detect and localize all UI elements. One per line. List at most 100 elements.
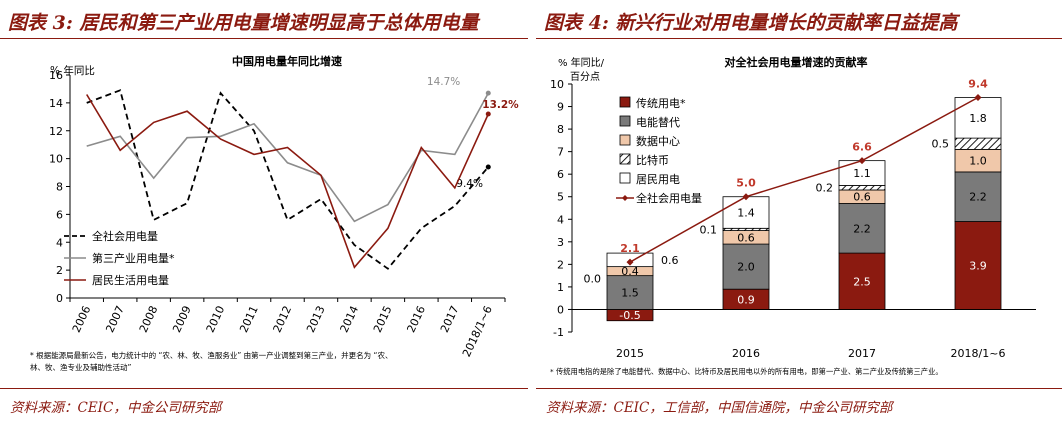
y-tick-label: 0 <box>56 292 63 305</box>
x-tick-label: 2018/1~6 <box>951 347 1006 360</box>
y-tick-label: 6 <box>56 208 63 221</box>
bar-value-label: 2.2 <box>853 222 871 235</box>
legend-swatch-3 <box>619 134 631 146</box>
figure-3-source: 资料来源：CEIC，中金公司研究部 <box>10 400 222 416</box>
bar-value-label: 0.4 <box>621 265 639 278</box>
legend-label-line: 全社会用电量 <box>636 191 702 205</box>
x-tick-label: 2007 <box>103 304 127 335</box>
bar-segment-4 <box>838 185 886 191</box>
series-end-point-2 <box>485 90 491 96</box>
legend-swatch-4 <box>619 153 631 165</box>
figure-3-title: 图表 3: 居民和第三产业用电量增速明显高于总体用电量 <box>8 12 479 34</box>
bar-value-label: 2.2 <box>969 191 987 204</box>
bar-segment-5 <box>722 196 770 229</box>
legend-label-1: 传统用电* <box>636 97 686 110</box>
bar-value-label: 1.5 <box>621 287 639 300</box>
figure-4-title: 图表 4: 新兴行业对用电量增长的贡献率日益提高 <box>544 12 958 34</box>
total-line-marker <box>626 258 634 266</box>
y-tick-label: 8 <box>56 181 63 194</box>
y-tick-label: 2 <box>557 258 564 271</box>
bar-value-label: 3.9 <box>969 259 987 272</box>
legend-label-4: 比特币 <box>636 153 669 167</box>
x-tick-label: 2016 <box>404 304 428 335</box>
x-tick-label: 2015 <box>616 347 644 360</box>
y-tick-label: 9 <box>557 101 564 114</box>
y-tick-label: 10 <box>550 78 564 91</box>
legend-label-2: 第三产业用电量* <box>92 251 175 265</box>
total-value-label: 2.1 <box>620 242 640 255</box>
bar-segment-2 <box>954 171 1002 222</box>
x-tick-label: 2015 <box>371 304 395 335</box>
y-tick-label: 2 <box>56 264 63 277</box>
bar-segment-2 <box>722 243 770 290</box>
total-line <box>629 96 979 263</box>
legend-swatch-2 <box>619 115 631 127</box>
x-tick-label: 2008 <box>137 304 161 335</box>
bar-value-label: 0.6 <box>737 231 755 244</box>
series-line-3 <box>86 94 490 269</box>
y-tick-label: 1 <box>557 281 564 294</box>
series-end-point-3 <box>485 111 491 117</box>
bar-value-label: -0.5 <box>619 309 640 322</box>
x-tick-label: 2014 <box>338 304 362 335</box>
y-axis-label: % 年同比 <box>50 64 95 77</box>
figure-4-top-rule <box>536 38 1062 39</box>
bar-value-label: 1.0 <box>969 155 987 168</box>
y-tick-label: 6 <box>557 168 564 181</box>
chart-title: 对全社会用电量增速的贡献率 <box>725 55 868 69</box>
bar-value-label: 0.0 <box>584 272 602 285</box>
total-line-marker <box>742 193 750 201</box>
footnote: * 传统用电指的是除了电能替代、数据中心、比特币及居民用电以外的所有用电，即第一… <box>550 367 943 376</box>
y-tick-label: 4 <box>56 236 63 249</box>
y-tick-label: 3 <box>557 236 564 249</box>
y-tick-label: 16 <box>49 69 63 82</box>
series-line-2 <box>86 92 490 223</box>
y-axis-label-line-2: 百分点 <box>570 71 600 83</box>
legend-swatch-5 <box>619 172 631 184</box>
total-line-marker <box>858 157 866 165</box>
figure-4-panel: 图表 4: 新兴行业对用电量增长的贡献率日益提高 对全社会用电量增速的贡献率 % … <box>536 0 1062 427</box>
footnote-line-1: * 根据能源局最新公告，电力统计中的 “农、林、牧、渔服务业” 由第一产业调整到… <box>30 350 392 360</box>
figure-3-bottom-rule <box>0 388 528 389</box>
x-tick-label: 2010 <box>204 304 228 335</box>
legend-label-3: 居民生活用电量 <box>92 273 169 287</box>
y-tick-label: 7 <box>557 146 564 159</box>
y-axis-label-line-1: % 年同比/ <box>558 56 605 69</box>
figure-3-top-rule <box>0 38 528 39</box>
x-tick-label: 2016 <box>732 347 760 360</box>
bar-value-label: 0.5 <box>932 138 950 151</box>
y-tick-label: 14 <box>49 97 63 110</box>
bar-segment-1 <box>954 221 1002 310</box>
y-tick-label: -1 <box>553 326 564 339</box>
bar-segment-2 <box>838 203 886 254</box>
bar-value-label: 0.6 <box>661 254 679 267</box>
bar-segment-1 <box>838 252 886 310</box>
stacked-bar-chart: 对全社会用电量增速的贡献率 % 年同比/百分点 -1 0 1 2 3 4 5 6 7 8 9 10 2015… <box>550 55 1036 376</box>
legend-label-3: 数据中心 <box>636 134 680 148</box>
y-tick-label: 8 <box>557 123 564 136</box>
bar-value-label: 1.8 <box>969 112 987 125</box>
figure-4-source: 资料来源：CEIC，工信部，中国信通院，中金公司研究部 <box>546 400 893 416</box>
figure-4-bottom-rule <box>536 388 1062 389</box>
x-tick-label: 2018/1~6 <box>460 304 495 359</box>
legend-swatch-1 <box>619 96 631 108</box>
bar-value-label: 2.5 <box>853 275 871 288</box>
chart-title: 中国用电量年同比增速 <box>232 54 342 68</box>
series-end-label-2: 14.7% <box>427 76 460 88</box>
footnote-line-2: 林、牧、渔专业及辅助性活动” <box>30 362 131 372</box>
x-tick-label: 2011 <box>237 304 261 335</box>
series-end-label-1: 9.4% <box>456 178 483 190</box>
legend-label-1: 全社会用电量 <box>92 229 158 243</box>
total-value-label: 5.0 <box>736 177 756 190</box>
bar-segment-5 <box>954 97 1002 139</box>
legend-swatch-line-marker <box>622 195 628 201</box>
bar-value-label: 0.1 <box>700 223 718 236</box>
line-chart: 中国用电量年同比增速 % 年同比 0 2 4 6 8 10 12 14 16 2006 2007 2008… <box>30 54 519 372</box>
x-tick-label: 2017 <box>438 304 462 335</box>
bar-value-label: 0.6 <box>853 191 871 204</box>
y-tick-label: 4 <box>557 213 564 226</box>
x-tick-label: 2006 <box>70 304 94 335</box>
y-tick-label: 12 <box>49 125 63 138</box>
figure-3-panel: 图表 3: 居民和第三产业用电量增速明显高于总体用电量 中国用电量年同比增速 % … <box>0 0 528 427</box>
total-value-label: 9.4 <box>968 78 988 91</box>
